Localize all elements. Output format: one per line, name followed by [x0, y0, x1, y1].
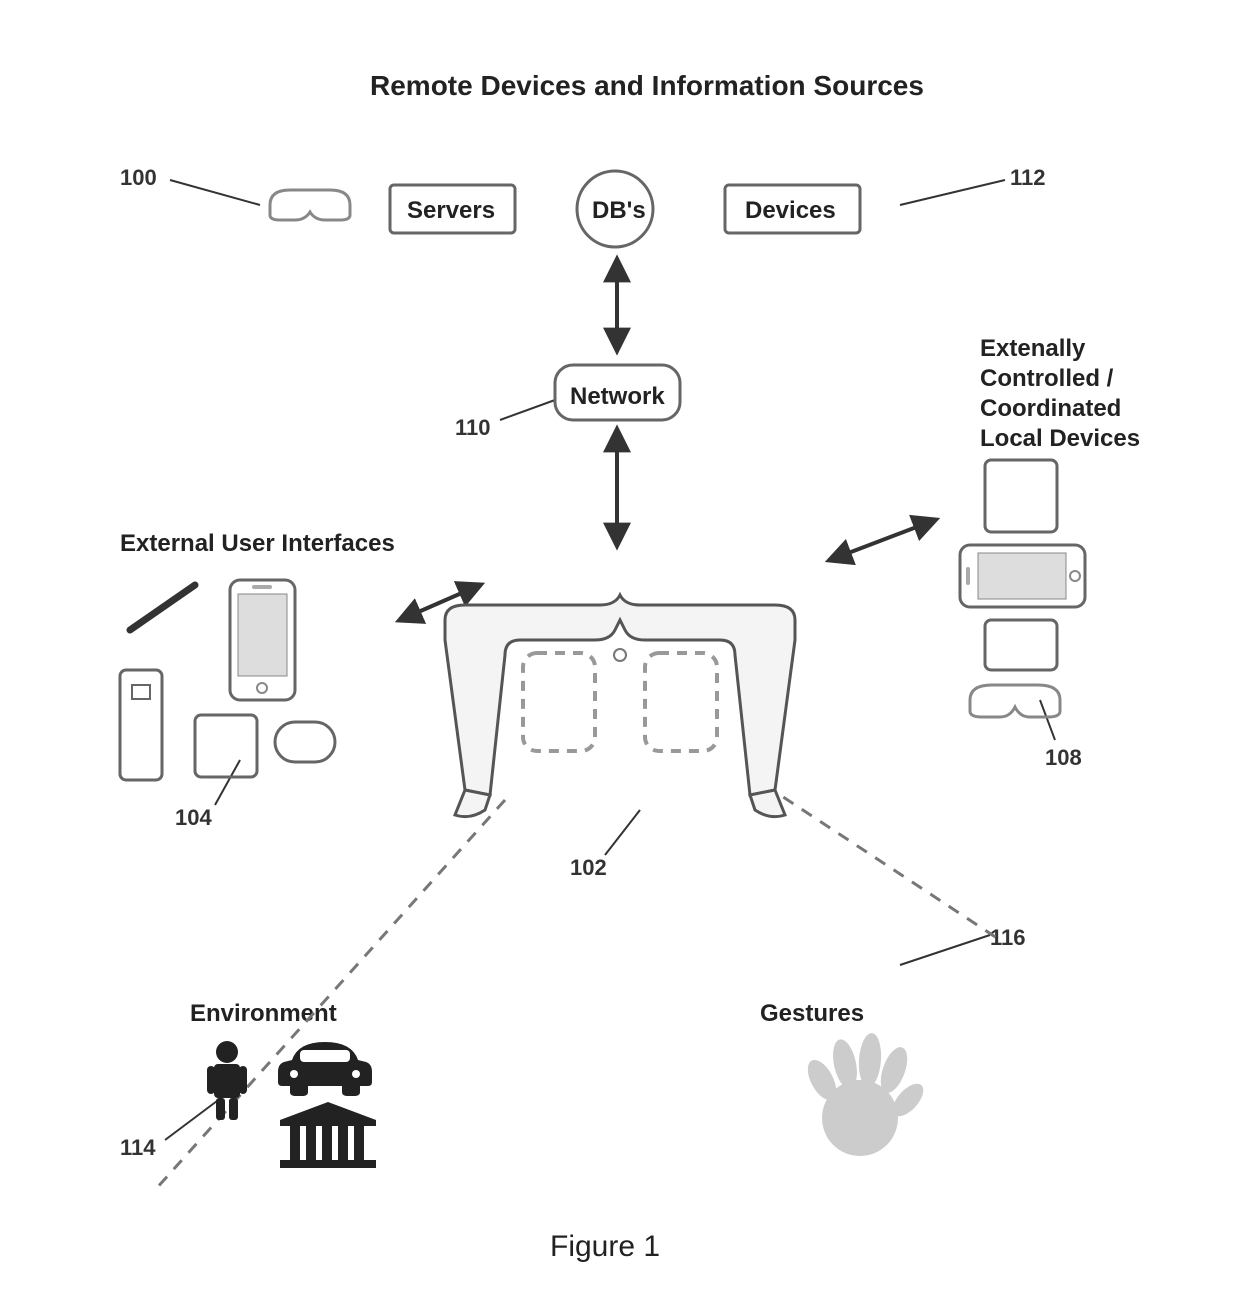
trackpad-icon — [195, 715, 257, 777]
local-devices-group — [960, 460, 1085, 717]
fov-right — [765, 785, 1000, 940]
environment-group — [207, 1041, 376, 1168]
network-box — [555, 365, 680, 420]
car-icon — [278, 1042, 372, 1096]
leader-108 — [1040, 700, 1055, 740]
remote-hwd-icon — [270, 190, 350, 220]
leader-100 — [170, 180, 260, 205]
leader-102 — [605, 810, 640, 855]
mouse-icon — [275, 722, 335, 762]
phone-icon — [230, 580, 295, 700]
db-circle — [577, 171, 653, 247]
hand-icon — [802, 1032, 929, 1156]
arrow-hwd-local — [830, 520, 935, 560]
leader-116 — [900, 935, 990, 965]
device-square-2 — [985, 620, 1057, 670]
devices-box — [725, 185, 860, 233]
hwd-glasses — [445, 595, 795, 817]
person-icon — [207, 1041, 247, 1120]
leader-104 — [215, 760, 240, 805]
device-square-1 — [985, 460, 1057, 532]
remote-icon — [120, 670, 162, 780]
leader-110 — [500, 400, 555, 420]
local-hwd-icon — [970, 685, 1060, 717]
phone-icon-2 — [960, 545, 1085, 607]
stylus-icon — [130, 585, 195, 630]
leader-112 — [900, 180, 1005, 205]
servers-box — [390, 185, 515, 233]
building-icon — [280, 1102, 376, 1168]
diagram-canvas — [0, 0, 1240, 1314]
ext-ui-group — [120, 580, 335, 780]
